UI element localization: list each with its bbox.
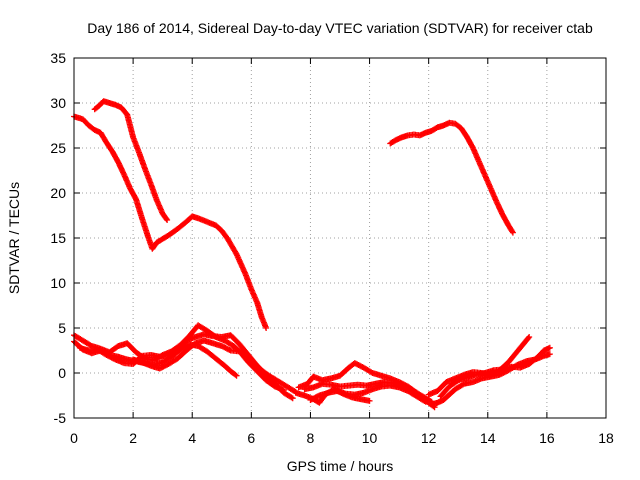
data-point [526,334,533,340]
x-tick-label: 4 [188,430,196,446]
x-tick-label: 8 [307,430,315,446]
y-tick-label: 10 [50,275,66,291]
series-arc-f [76,331,296,402]
x-tick-label: 10 [362,430,378,446]
data-point [280,387,287,394]
y-tick-label: 15 [50,230,66,246]
x-tick-label: 6 [247,430,255,446]
data-point [164,217,171,223]
x-axis-title: GPS time / hours [287,458,394,474]
data-point [232,371,239,378]
data-point [366,397,373,404]
data-point [546,344,553,351]
y-axis-title: SDTVAR / TECUs [6,182,22,294]
series-arc-k [307,382,429,405]
series-arc-n [437,344,553,400]
series-arc-g [130,337,287,394]
y-tick-label: 25 [50,140,66,156]
x-tick-label: 14 [480,430,496,446]
series-arc-e [71,322,299,395]
data-point [263,325,270,331]
series-arc-c [387,119,516,236]
y-tick-label: 5 [58,320,66,336]
y-tick-label: 20 [50,185,66,201]
y-tick-label: 35 [50,50,66,66]
x-tick-label: 2 [129,430,137,446]
series-arc-a [71,113,270,331]
x-tick-label: 0 [70,430,78,446]
y-tick-label: 0 [58,365,66,381]
y-tick-label: -5 [54,410,67,426]
series-arc-b [91,98,171,223]
data-point [546,351,553,358]
data-layer [71,98,553,411]
data-point [289,395,296,402]
chart-title: Day 186 of 2014, Sidereal Day-to-day VTE… [87,20,593,36]
data-point [288,394,295,401]
x-tick-label: 18 [598,430,614,446]
x-tick-label: 16 [539,430,555,446]
data-point [233,372,240,379]
y-tick-label: 30 [50,95,66,111]
data-point [163,215,170,222]
data-point [509,228,516,235]
data-point [525,335,532,342]
x-tick-label: 12 [421,430,437,446]
data-point [509,229,516,236]
